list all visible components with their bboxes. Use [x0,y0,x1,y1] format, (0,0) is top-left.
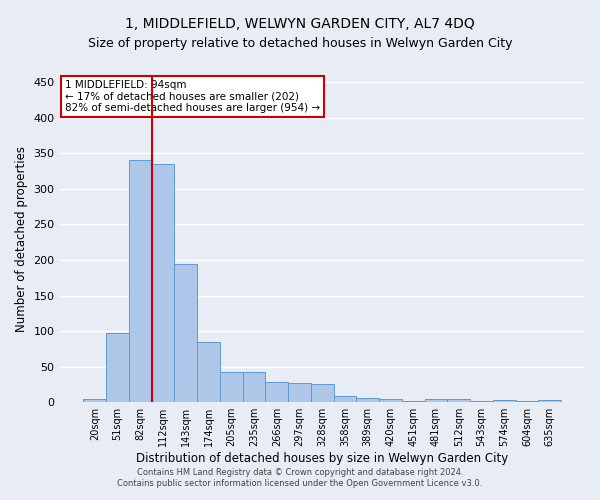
Bar [106,333,129,402]
Y-axis label: Number of detached properties: Number of detached properties [15,146,28,332]
Bar [356,398,379,402]
Bar [425,398,448,402]
Bar [379,400,402,402]
X-axis label: Distribution of detached houses by size in Welwyn Garden City: Distribution of detached houses by size … [136,452,508,465]
Bar [129,160,152,402]
Text: Size of property relative to detached houses in Welwyn Garden City: Size of property relative to detached ho… [88,38,512,51]
Bar [220,372,242,402]
Bar [242,372,265,402]
Bar [448,398,470,402]
Text: 1, MIDDLEFIELD, WELWYN GARDEN CITY, AL7 4DQ: 1, MIDDLEFIELD, WELWYN GARDEN CITY, AL7 … [125,18,475,32]
Bar [538,400,561,402]
Bar [197,342,220,402]
Text: 1 MIDDLEFIELD: 94sqm
← 17% of detached houses are smaller (202)
82% of semi-deta: 1 MIDDLEFIELD: 94sqm ← 17% of detached h… [65,80,320,113]
Bar [493,400,515,402]
Bar [152,164,175,402]
Bar [175,264,197,402]
Bar [311,384,334,402]
Bar [288,383,311,402]
Bar [83,398,106,402]
Bar [265,382,288,402]
Text: Contains HM Land Registry data © Crown copyright and database right 2024.
Contai: Contains HM Land Registry data © Crown c… [118,468,482,487]
Bar [334,396,356,402]
